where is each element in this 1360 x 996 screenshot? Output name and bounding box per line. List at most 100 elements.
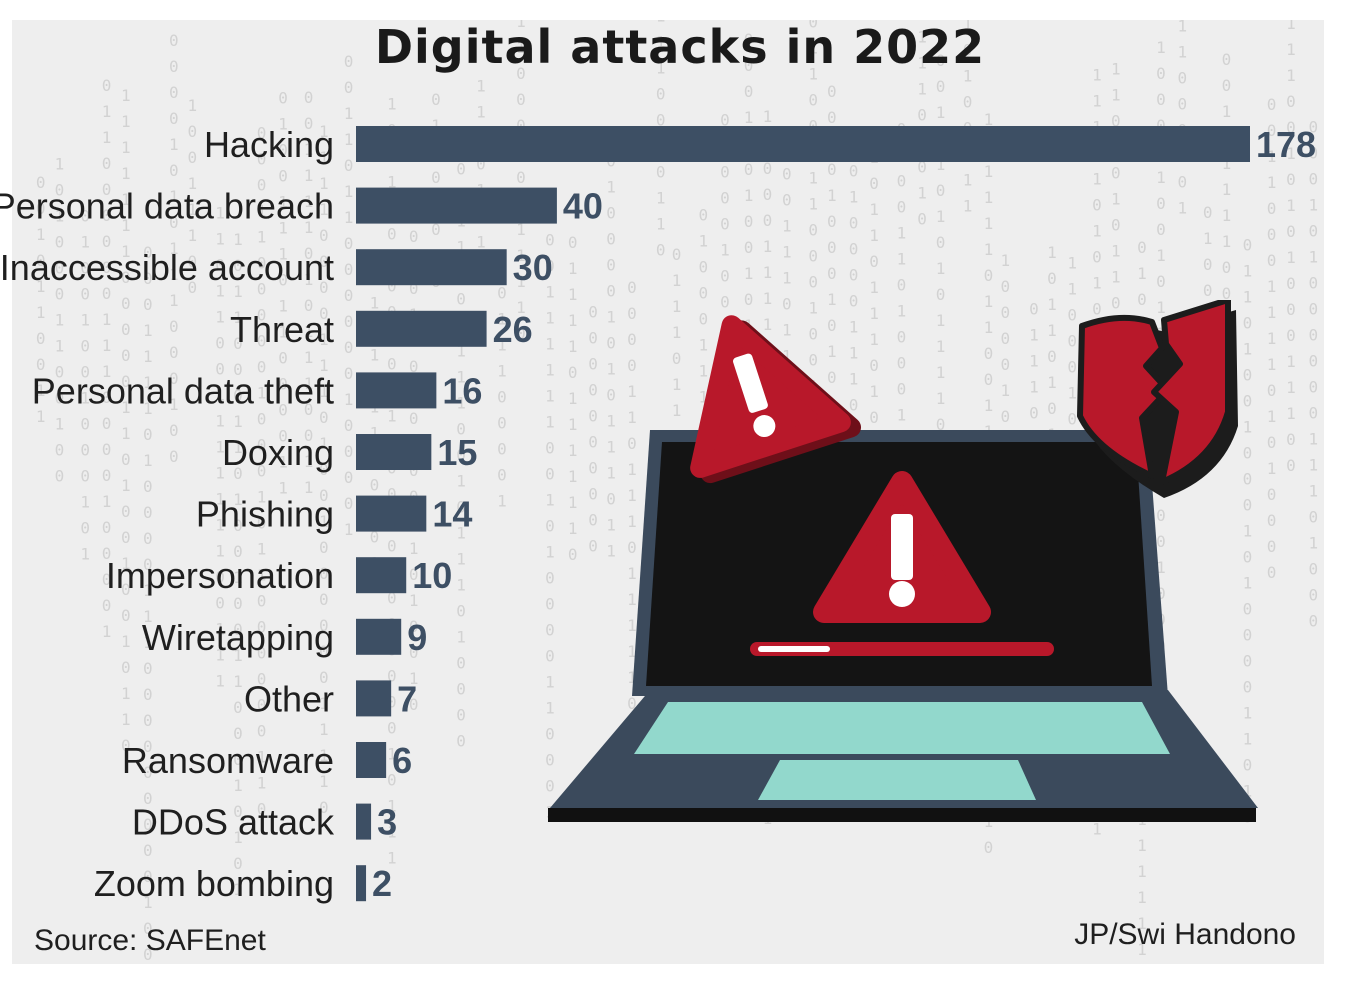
binary-digit: 1 (699, 362, 709, 381)
binary-digit: 1 (187, 200, 197, 219)
binary-digit: 0 (431, 220, 441, 239)
binary-digit: 0 (344, 364, 354, 383)
binary-digit: 0 (102, 284, 112, 303)
binary-digit: 1 (516, 298, 526, 317)
binary-digit: 1 (545, 543, 555, 562)
binary-digit: 0 (257, 332, 267, 351)
binary-digit: 0 (545, 439, 555, 458)
binary-digit: 0 (1156, 220, 1166, 239)
binary-digit: 0 (606, 490, 616, 509)
binary-digit: 0 (143, 919, 153, 938)
binary-digit: 0 (456, 498, 466, 517)
binary-digit: 0 (606, 282, 616, 301)
binary-digit: 0 (936, 415, 946, 434)
binary-digit: 0 (763, 159, 773, 178)
binary-digit: 0 (36, 173, 46, 192)
binary-digit: 1 (545, 283, 555, 302)
binary-digit: 1 (672, 271, 682, 290)
binary-digit: 1 (55, 207, 65, 226)
binary-digit: 1 (169, 395, 179, 414)
binary-digit: 1 (55, 155, 65, 174)
binary-digit: 0 (80, 467, 90, 486)
binary-digit: 0 (319, 564, 329, 583)
binary-digit: 1 (497, 309, 507, 328)
binary-digit: 0 (568, 363, 578, 382)
binary-digit: 1 (1029, 377, 1039, 396)
binary-digit: 1 (699, 388, 709, 407)
category-label: Threat (230, 309, 334, 350)
binary-digit: 1 (568, 259, 578, 278)
binary-digit: 0 (409, 461, 419, 480)
chart-title: Digital attacks in 2022 (374, 20, 986, 74)
binary-digit: 0 (849, 161, 859, 180)
binary-digit: 1 (1029, 351, 1039, 370)
binary-digit: 1 (319, 746, 329, 765)
binary-digit: 0 (169, 31, 179, 50)
value-label: 6 (392, 740, 412, 781)
binary-digit: 1 (215, 646, 225, 665)
binary-digit: 1 (143, 451, 153, 470)
binary-digit: 0 (102, 570, 112, 589)
binary-digit: 1 (1047, 321, 1057, 340)
binary-digit: 0 (1243, 366, 1253, 385)
binary-digit: 0 (744, 30, 754, 49)
binary-digit: 0 (55, 259, 65, 278)
binary-digit: 1 (476, 233, 486, 252)
binary-digit: 1 (568, 389, 578, 408)
binary-digit: 0 (344, 468, 354, 487)
binary-digit: 1 (1222, 232, 1232, 251)
binary-digit: 0 (917, 157, 927, 176)
binary-digit: 1 (782, 321, 792, 340)
binary-digit: 0 (304, 296, 314, 315)
binary-digit: 0 (516, 90, 526, 109)
binary-digit: 0 (588, 302, 598, 321)
binary-digit: 1 (233, 568, 243, 587)
binary-digit: 1 (1067, 280, 1077, 299)
binary-digit: 1 (304, 478, 314, 497)
bar-inaccessible-account (356, 249, 507, 286)
binary-digit: 0 (1243, 756, 1253, 775)
binary-digit: 0 (169, 317, 179, 336)
binary-digit: 1 (233, 776, 243, 795)
binary-digit: 1 (606, 516, 616, 535)
binary-digit: 1 (169, 187, 179, 206)
binary-digit: 0 (257, 436, 267, 455)
binary-digit: 0 (827, 160, 837, 179)
binary-digit: 0 (304, 426, 314, 445)
binary-digit: 0 (387, 355, 397, 374)
binary-digit: 1 (606, 308, 616, 327)
binary-digit: 1 (699, 232, 709, 251)
binary-digit: 0 (497, 439, 507, 458)
binary-digit: 0 (849, 291, 859, 310)
binary-digit: 0 (278, 401, 288, 420)
binary-digit: 0 (808, 20, 818, 31)
binary-digit: 1 (782, 347, 792, 366)
screen-warning-icon (813, 471, 991, 623)
binary-digit: 1 (1137, 862, 1147, 881)
binary-digit: 1 (627, 460, 637, 479)
binary-digit: 0 (55, 441, 65, 460)
binary-digit: 1 (233, 646, 243, 665)
binary-digit: 0 (456, 680, 466, 699)
binary-digit: 0 (121, 528, 131, 547)
bar-hacking (356, 126, 1250, 162)
binary-digit: 1 (545, 699, 555, 718)
binary-digit: 0 (233, 854, 243, 873)
binary-digit: 1 (387, 173, 397, 192)
binary-digit: 1 (516, 38, 526, 57)
binary-digit: 0 (1111, 163, 1121, 182)
binary-digit: 0 (936, 77, 946, 96)
binary-digit: 1 (1137, 888, 1147, 907)
binary-digit: 0 (102, 388, 112, 407)
binary-digit: 1 (278, 193, 288, 212)
binary-digit: 0 (1029, 299, 1039, 318)
binary-digit: 1 (1156, 298, 1166, 317)
binary-digit: 0 (319, 252, 329, 271)
binary-digit: 1 (627, 668, 637, 687)
binary-digit: 1 (456, 472, 466, 491)
binary-digit: 0 (102, 466, 112, 485)
binary-digit: 1 (36, 225, 46, 244)
binary-digit: 0 (917, 209, 927, 228)
binary-digit: 0 (387, 277, 397, 296)
binary-digit: 1 (257, 488, 267, 507)
